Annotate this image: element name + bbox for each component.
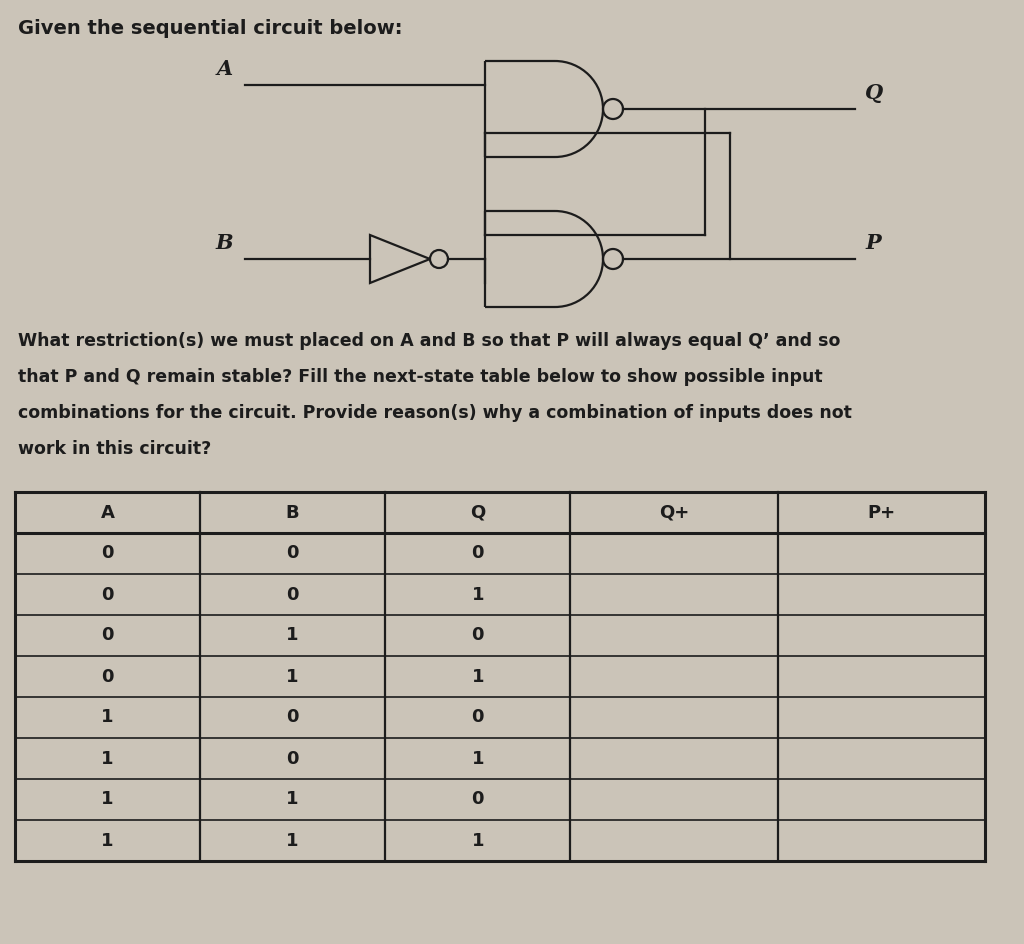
Text: that P and Q remain stable? Fill the next-state table below to show possible inp: that P and Q remain stable? Fill the nex… [18, 368, 822, 386]
Text: 1: 1 [471, 832, 484, 850]
Text: 1: 1 [101, 790, 114, 808]
Text: Q: Q [865, 83, 883, 103]
Text: A: A [100, 503, 115, 521]
Text: P: P [865, 233, 881, 253]
Text: 1: 1 [287, 627, 299, 645]
Text: 0: 0 [471, 545, 484, 563]
Text: Q: Q [470, 503, 485, 521]
Text: 1: 1 [101, 832, 114, 850]
Text: 0: 0 [471, 709, 484, 727]
Text: P+: P+ [867, 503, 895, 521]
Text: 1: 1 [471, 750, 484, 767]
Text: 1: 1 [287, 832, 299, 850]
Text: Given the sequential circuit below:: Given the sequential circuit below: [18, 19, 402, 38]
Text: work in this circuit?: work in this circuit? [18, 440, 211, 458]
Text: A: A [217, 59, 233, 79]
Text: 0: 0 [101, 667, 114, 685]
Text: 1: 1 [471, 667, 484, 685]
Text: 1: 1 [287, 790, 299, 808]
Text: 1: 1 [471, 585, 484, 603]
Text: 0: 0 [101, 627, 114, 645]
Text: Q+: Q+ [658, 503, 689, 521]
Text: combinations for the circuit. Provide reason(s) why a combination of inputs does: combinations for the circuit. Provide re… [18, 404, 852, 422]
Text: 0: 0 [287, 709, 299, 727]
Text: 1: 1 [101, 709, 114, 727]
Text: 0: 0 [287, 750, 299, 767]
Text: B: B [215, 233, 233, 253]
Text: 1: 1 [101, 750, 114, 767]
Text: 0: 0 [287, 585, 299, 603]
Text: 0: 0 [287, 545, 299, 563]
Text: What restriction(s) we must placed on A and B so that P will always equal Q’ and: What restriction(s) we must placed on A … [18, 332, 841, 350]
Text: 0: 0 [101, 585, 114, 603]
Text: 0: 0 [471, 790, 484, 808]
Text: B: B [286, 503, 299, 521]
Text: 0: 0 [101, 545, 114, 563]
Text: 0: 0 [471, 627, 484, 645]
Text: 1: 1 [287, 667, 299, 685]
